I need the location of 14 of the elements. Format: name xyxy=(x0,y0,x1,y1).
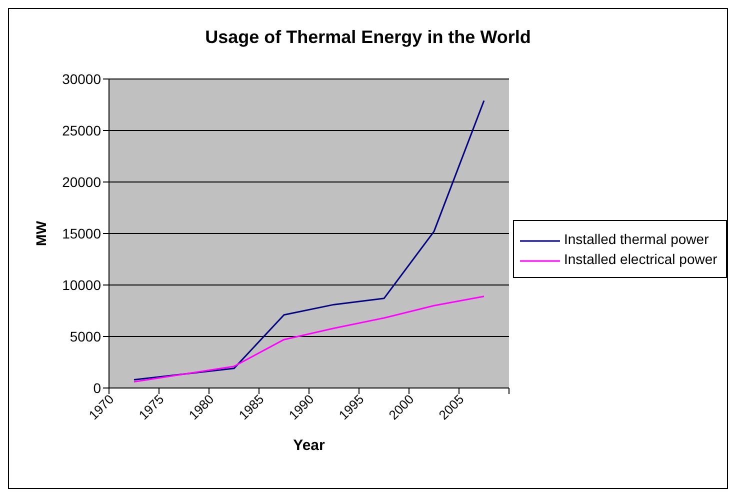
y-tick-label: 15000 xyxy=(62,225,102,242)
line-series xyxy=(133,100,485,381)
y-tick-label: 5000 xyxy=(70,328,102,344)
line-series xyxy=(133,296,485,383)
x-axis-title: Year xyxy=(293,437,326,454)
legend-label: Installed electrical power xyxy=(564,250,718,266)
chart-title: Usage of Thermal Energy in the World xyxy=(204,27,532,48)
y-tick-label: 20000 xyxy=(62,174,102,190)
y-tick-label: 10000 xyxy=(62,276,102,293)
y-axis-title: MW xyxy=(32,220,49,246)
legend-label: Installed thermal power xyxy=(564,230,709,246)
y-tick-label: 0 xyxy=(93,380,102,396)
y-tick-label: 30000 xyxy=(62,70,102,87)
y-tick-label: 25000 xyxy=(62,122,102,138)
